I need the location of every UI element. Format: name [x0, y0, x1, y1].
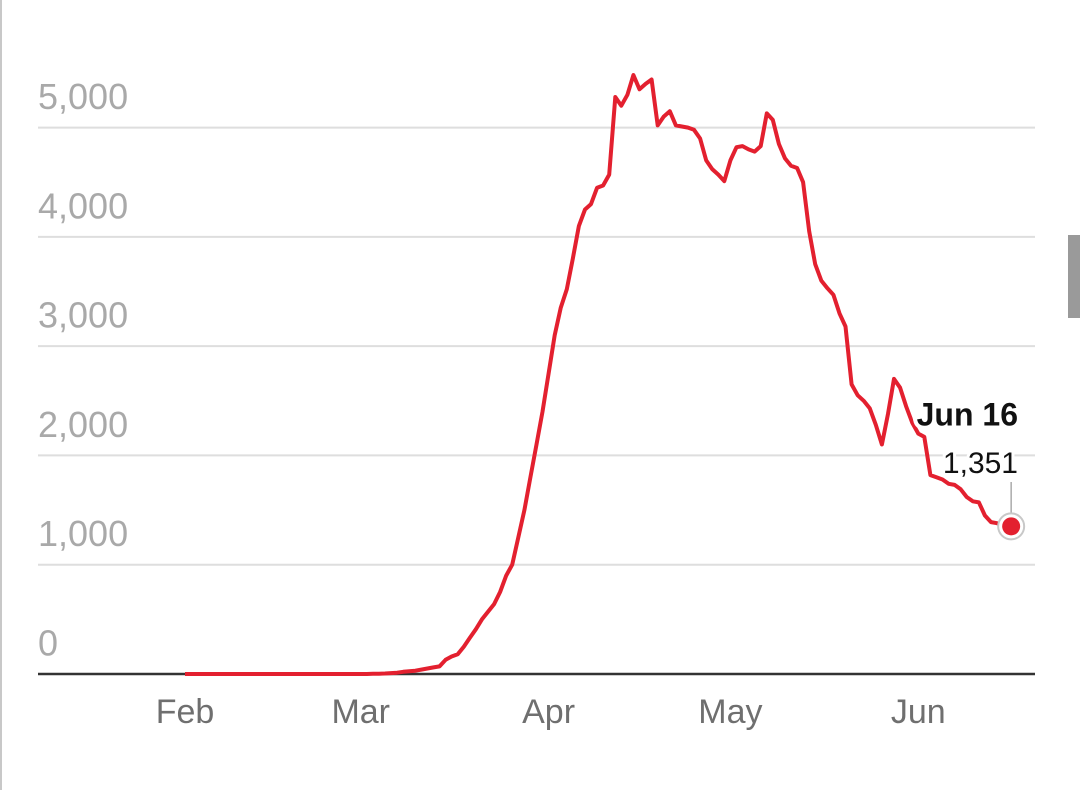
- x-tick-label: Feb: [156, 693, 215, 731]
- scrollbar: [1068, 235, 1080, 318]
- y-tick-label: 2,000: [38, 404, 128, 445]
- y-tick-label: 0: [38, 623, 58, 664]
- x-tick-label: Mar: [331, 693, 390, 731]
- y-tick-label: 5,000: [38, 76, 128, 117]
- y-tick-label: 4,000: [38, 185, 128, 226]
- x-tick-label: May: [698, 693, 762, 731]
- y-tick-label: 1,000: [38, 513, 128, 554]
- x-tick-label: Apr: [522, 693, 575, 731]
- data-line: [185, 73, 1010, 676]
- x-tick-label: Jun: [891, 693, 946, 731]
- end-dot: [1002, 517, 1021, 536]
- annotation-value: 1,351: [943, 447, 1018, 480]
- y-tick-label: 3,000: [38, 295, 128, 336]
- annotation-date: Jun 16: [917, 396, 1018, 432]
